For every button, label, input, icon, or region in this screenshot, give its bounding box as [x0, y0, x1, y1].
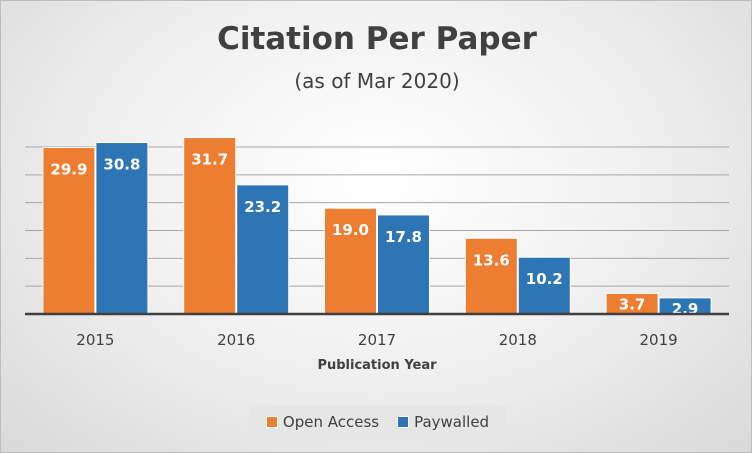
x-tick-label: 2015 — [76, 331, 114, 349]
x-axis-label: Publication Year — [317, 358, 437, 373]
data-label: 30.8 — [103, 156, 140, 174]
bar-paywalled-2018 — [517, 256, 571, 315]
x-tick-label: 2017 — [358, 331, 396, 349]
legend-item-paywalled: Paywalled — [397, 413, 489, 431]
data-label: 3.7 — [619, 295, 646, 313]
legend-item-open-access: Open Access — [265, 413, 380, 431]
data-label: 19.0 — [332, 221, 369, 239]
bar-open-access-2016 — [183, 137, 237, 315]
bar-open-access-2018 — [464, 237, 518, 315]
data-label: 31.7 — [191, 151, 228, 169]
legend-label: Open Access — [282, 413, 380, 431]
legend-swatch-paywalled — [397, 416, 410, 428]
x-tick-label: 2019 — [640, 331, 678, 349]
data-label: 29.9 — [50, 161, 87, 179]
chart-subtitle: (as of Mar 2020) — [294, 69, 460, 93]
bar-open-access-2015 — [42, 147, 96, 315]
data-label: 17.8 — [385, 228, 422, 246]
chart-title: Citation Per Paper — [217, 21, 537, 57]
data-label: 13.6 — [473, 251, 510, 269]
x-tick-label: 2018 — [499, 331, 537, 349]
bar-paywalled-2015 — [95, 142, 149, 315]
legend: Open Access Paywalled — [249, 405, 506, 439]
legend-swatch-open-access — [265, 416, 278, 428]
legend-label: Paywalled — [414, 413, 490, 431]
data-label: 23.2 — [244, 198, 281, 216]
bar-paywalled-2016 — [236, 184, 290, 315]
x-tick-label: 2016 — [217, 331, 255, 349]
data-label: 10.2 — [526, 270, 563, 288]
